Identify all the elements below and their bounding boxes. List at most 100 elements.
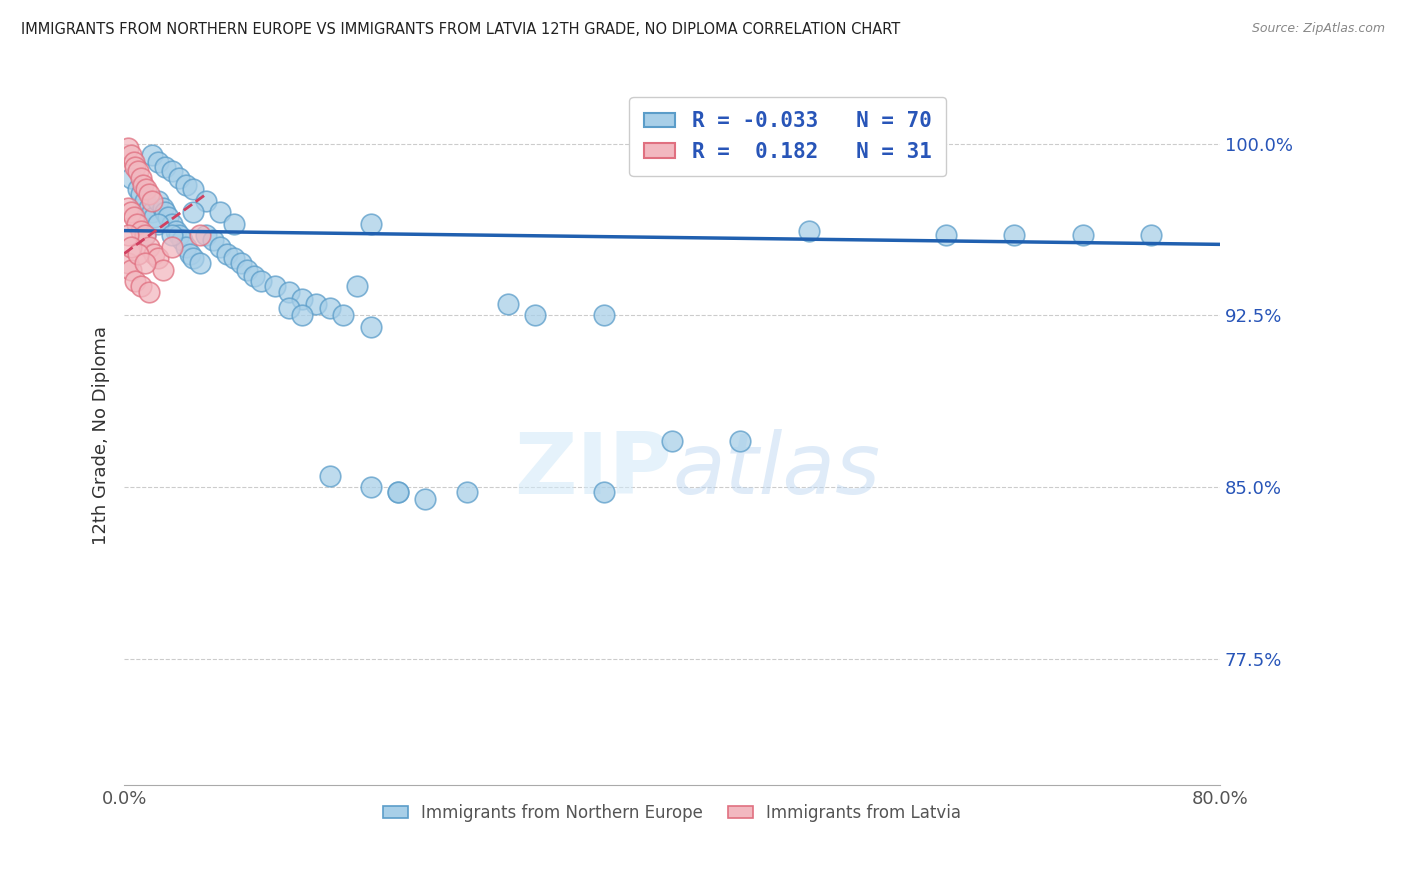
Point: [120, 262, 142, 277]
Point: [174, 178, 197, 192]
Point: [797, 224, 820, 238]
Point: [132, 178, 155, 192]
Y-axis label: 12th Grade, No Diploma: 12th Grade, No Diploma: [93, 326, 110, 545]
Point: [277, 301, 299, 316]
Point: [155, 205, 177, 219]
Point: [129, 278, 152, 293]
Point: [1002, 228, 1025, 243]
Point: [305, 297, 328, 311]
Point: [122, 155, 145, 169]
Point: [138, 285, 160, 300]
Point: [165, 224, 187, 238]
Point: [229, 255, 252, 269]
Point: [141, 148, 163, 162]
Legend: Immigrants from Northern Europe, Immigrants from Latvia: Immigrants from Northern Europe, Immigra…: [375, 797, 967, 829]
Point: [129, 170, 152, 185]
Text: ZIP: ZIP: [515, 429, 672, 512]
Text: Source: ZipAtlas.com: Source: ZipAtlas.com: [1251, 22, 1385, 36]
Point: [122, 210, 145, 224]
Point: [181, 251, 204, 265]
Point: [496, 297, 519, 311]
Point: [120, 148, 142, 162]
Point: [160, 228, 183, 243]
Point: [524, 309, 547, 323]
Point: [127, 182, 149, 196]
Point: [157, 210, 180, 224]
Point: [148, 155, 170, 169]
Point: [134, 194, 156, 208]
Point: [243, 269, 266, 284]
Point: [160, 164, 183, 178]
Point: [387, 484, 409, 499]
Point: [117, 228, 139, 243]
Point: [250, 274, 273, 288]
Point: [730, 434, 752, 449]
Point: [291, 293, 314, 307]
Point: [134, 228, 156, 243]
Point: [387, 484, 409, 499]
Point: [222, 251, 245, 265]
Point: [202, 233, 225, 247]
Point: [179, 246, 201, 260]
Text: IMMIGRANTS FROM NORTHERN EUROPE VS IMMIGRANTS FROM LATVIA 12TH GRADE, NO DIPLOMA: IMMIGRANTS FROM NORTHERN EUROPE VS IMMIG…: [21, 22, 900, 37]
Point: [120, 170, 142, 185]
Point: [291, 309, 314, 323]
Point: [134, 228, 156, 243]
Point: [167, 228, 190, 243]
Point: [134, 255, 156, 269]
Point: [152, 201, 174, 215]
Point: [360, 480, 382, 494]
Point: [148, 251, 170, 265]
Point: [181, 205, 204, 219]
Point: [1071, 228, 1094, 243]
Point: [120, 240, 142, 254]
Point: [592, 484, 614, 499]
Point: [117, 141, 139, 155]
Point: [138, 201, 160, 215]
Point: [661, 434, 683, 449]
Point: [456, 484, 478, 499]
Point: [127, 164, 149, 178]
Point: [277, 285, 299, 300]
Point: [170, 233, 193, 247]
Point: [318, 468, 340, 483]
Point: [263, 278, 285, 293]
Point: [935, 228, 957, 243]
Point: [592, 309, 614, 323]
Point: [360, 319, 382, 334]
Point: [129, 186, 152, 201]
Point: [120, 205, 142, 219]
Point: [143, 210, 166, 224]
Point: [127, 246, 149, 260]
Point: [174, 240, 197, 254]
Point: [124, 274, 146, 288]
Point: [160, 240, 183, 254]
Text: atlas: atlas: [672, 429, 880, 512]
Point: [188, 255, 211, 269]
Point: [155, 160, 177, 174]
Point: [152, 262, 174, 277]
Point: [167, 170, 190, 185]
Point: [117, 255, 139, 269]
Point: [195, 228, 218, 243]
Point: [141, 205, 163, 219]
Point: [138, 186, 160, 201]
Point: [125, 217, 148, 231]
Point: [129, 224, 152, 238]
Point: [215, 246, 238, 260]
Point: [195, 194, 218, 208]
Point: [117, 201, 139, 215]
Point: [346, 278, 368, 293]
Point: [209, 205, 232, 219]
Point: [181, 182, 204, 196]
Point: [360, 217, 382, 231]
Point: [141, 194, 163, 208]
Point: [332, 309, 354, 323]
Point: [148, 194, 170, 208]
Point: [415, 491, 437, 506]
Point: [124, 160, 146, 174]
Point: [188, 228, 211, 243]
Point: [160, 217, 183, 231]
Point: [135, 182, 157, 196]
Point: [318, 301, 340, 316]
